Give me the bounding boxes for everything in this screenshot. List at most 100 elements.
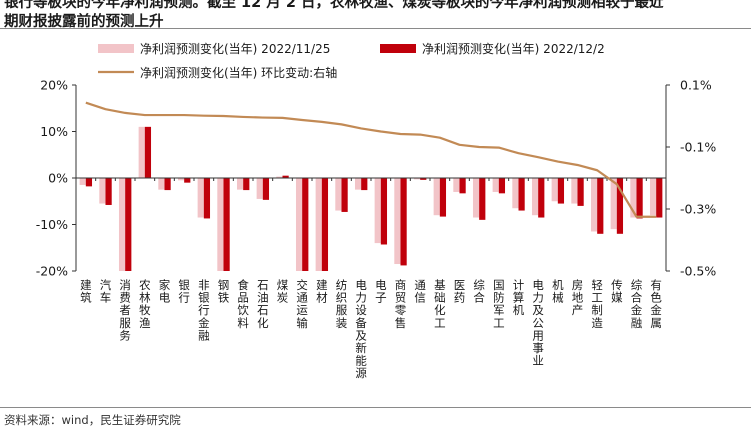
x-axis-category-label: 纺织服装: [336, 278, 348, 330]
right-axis-tick-label: 0.1%: [680, 78, 712, 93]
bar-1202: [459, 178, 466, 194]
bar-1202: [636, 178, 643, 219]
x-axis-category-label: 通信: [414, 278, 426, 305]
bar-1202: [420, 178, 427, 180]
bar-1125: [649, 178, 657, 216]
bar-1202: [361, 178, 368, 191]
x-axis-category-label: 石油石化: [257, 278, 269, 330]
x-axis-category-label: 家电: [159, 278, 171, 305]
bar-1202: [184, 178, 191, 183]
bar-1202: [282, 175, 289, 178]
bar-1202: [243, 178, 250, 191]
left-axis-tick-label: 0%: [48, 171, 68, 186]
bar-1125: [394, 178, 401, 265]
bar-1125: [236, 178, 244, 190]
x-axis-category-label: 综合: [473, 278, 485, 305]
x-axis-category-label: 电子: [375, 278, 387, 305]
bar-1125: [610, 178, 617, 230]
bar-1125: [79, 178, 86, 185]
x-axis-category-label: 计算机: [513, 278, 525, 317]
x-axis-category-label: 银行: [178, 278, 190, 305]
bar-1125: [276, 176, 283, 178]
bar-1202: [321, 178, 329, 271]
bar-1202: [203, 178, 211, 219]
left-axis-tick-label: -20%: [36, 264, 68, 279]
right-axis-tick-label: -0.5%: [680, 264, 716, 279]
bar-1202: [400, 178, 407, 266]
bar-1125: [472, 178, 480, 218]
bar-1202: [262, 178, 270, 200]
bar-1202: [302, 178, 309, 271]
x-axis-category-label: 基础化工: [434, 278, 446, 330]
x-axis-category-label: 煤炭: [277, 278, 289, 305]
bar-1125: [158, 178, 165, 190]
right-axis-tick-label: -0.3%: [680, 202, 716, 217]
bar-1125: [531, 178, 539, 216]
bar-1202: [105, 178, 112, 205]
bar-1202: [125, 178, 132, 271]
x-axis-category-label: 食品饮料: [237, 278, 249, 330]
x-axis-category-label: 钢铁: [218, 278, 230, 305]
legend-label-1125: 净利润预测变化(当年) 2022/11/25: [140, 41, 330, 56]
left-axis-tick-label: 10%: [40, 124, 68, 139]
legend-swatch-1202: [380, 44, 416, 53]
x-axis-category-label: 消费者服务: [119, 278, 131, 342]
bar-1125: [433, 178, 440, 216]
bar-1202: [341, 178, 348, 212]
bar-1202: [538, 178, 545, 218]
bar-1202: [164, 178, 171, 191]
x-axis-category-label: 汽车: [100, 278, 112, 305]
x-axis-category-label: 有色金属: [650, 278, 662, 330]
x-axis-category-label: 交通运输: [296, 278, 308, 330]
legend-swatch-1125: [98, 44, 134, 53]
right-axis-tick-label: -0.1%: [680, 140, 716, 155]
bar-1202: [223, 178, 230, 271]
bar-1125: [551, 178, 558, 202]
bar-1125: [374, 178, 381, 244]
footer-divider: [0, 407, 751, 408]
x-axis-category-label: 医药: [454, 278, 466, 305]
left-axis-tick-label: -10%: [36, 217, 68, 232]
bar-1202: [144, 126, 152, 178]
bar-1125: [197, 178, 204, 218]
x-axis-category-label: 非银行金融: [198, 278, 210, 342]
bar-1202: [616, 178, 624, 234]
bar-1125: [492, 178, 499, 192]
bar-1125: [295, 178, 303, 271]
bar-1125: [590, 178, 598, 232]
bar-1202: [380, 178, 388, 245]
x-axis-category-label: 房地产: [572, 278, 584, 317]
plot-area: 20% 10% 0% -10% -20% 0.1% -0.1% -0.3% -0.5% 建筑汽车消…: [36, 78, 717, 381]
x-axis-category-label: 建材: [316, 278, 328, 305]
x-axis-category-label: 综合金融: [631, 278, 643, 330]
page-title-line-1: 银行等板块的今年净利润预测。截至 12 月 2 日，农林牧渔、煤炭等板块的今年净…: [4, 0, 664, 11]
x-axis-category-label: 传媒: [611, 278, 623, 305]
bar-1202: [479, 178, 486, 220]
x-axis-category-label: 电力及公用事业: [532, 278, 544, 368]
page-title-line-2: 期财报披露前的预测上升: [4, 14, 164, 30]
bar-1202: [597, 178, 604, 234]
legend-label-ratio-line: 净利润预测变化(当年) 环比变动:右轴: [140, 65, 337, 80]
bar-1202: [498, 178, 506, 194]
bar-1125: [335, 178, 342, 211]
bar-1202: [577, 178, 584, 206]
source-note: 资料来源：wind，民生证券研究院: [4, 413, 181, 427]
bar-1125: [453, 178, 460, 192]
ratio-line: [85, 101, 657, 218]
x-axis-category-label: 机械: [552, 278, 564, 305]
x-axis-category-label: 商贸零售: [395, 278, 407, 330]
title-divider: [0, 28, 751, 29]
bar-1202: [439, 178, 447, 217]
bar-1202: [656, 178, 663, 218]
bar-1125: [630, 178, 637, 218]
bar-1125: [118, 178, 126, 271]
bar-1202: [518, 178, 525, 211]
x-axis-category-label: 电力设备及新能源: [355, 278, 367, 380]
bar-1125: [571, 178, 578, 204]
bar-1125: [256, 178, 263, 199]
chart-canvas: 净利润预测变化(当年) 2022/11/25 净利润预测变化(当年) 2022/…: [36, 41, 717, 381]
bar-1125: [99, 178, 106, 204]
bar-1125: [512, 178, 519, 209]
legend: 净利润预测变化(当年) 2022/11/25 净利润预测变化(当年) 2022/…: [98, 41, 605, 80]
bar-1202: [557, 178, 565, 204]
